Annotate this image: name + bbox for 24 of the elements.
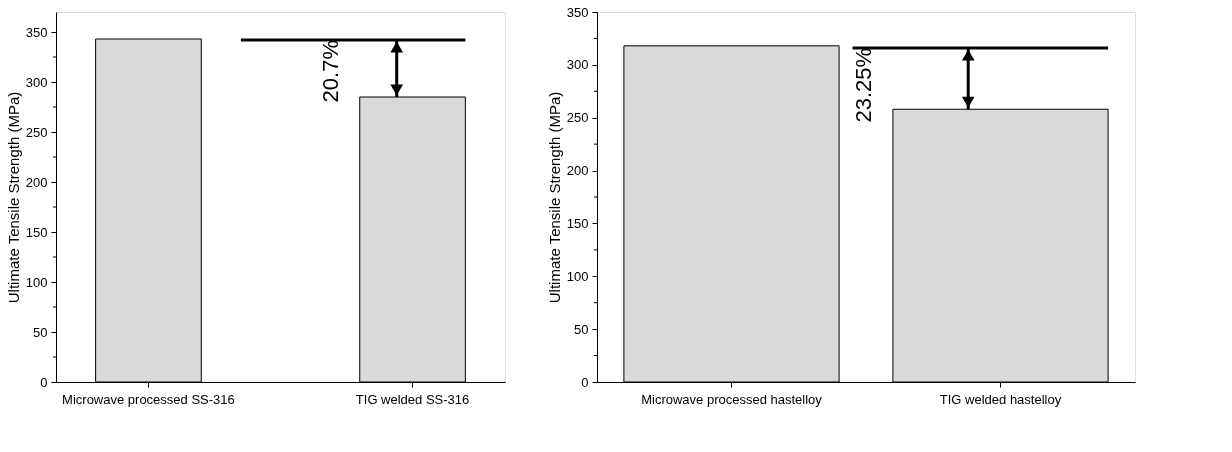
y-tick-label: 300 [566, 57, 589, 73]
y-tick-label: 350 [566, 4, 589, 20]
x-tick-label: Microwave processed hastelloy [641, 391, 823, 407]
y-tick-label: 200 [25, 174, 48, 190]
x-tick-label: TIG welded SS-316 [355, 391, 470, 407]
y-tick-label: 300 [25, 74, 48, 90]
y-tick-label: 250 [25, 124, 48, 140]
y-tick-label: 0 [581, 374, 589, 390]
y-axis-title: Ultimate Tensile Strength (MPa) [4, 91, 22, 304]
y-axis-title: Ultimate Tensile Strength (MPa) [545, 91, 563, 304]
y-tick-label: 0 [40, 374, 48, 390]
y-tick-label: 150 [25, 224, 48, 240]
y-tick-label: 100 [566, 268, 589, 284]
y-tick-label: 50 [574, 321, 589, 337]
y-tick-label: 100 [25, 274, 48, 290]
y-tick-label: 200 [566, 163, 589, 179]
annotation: 20.7% [317, 40, 343, 103]
x-tick-label: TIG welded hastelloy [939, 391, 1062, 407]
annotation: 23.25% [850, 47, 876, 123]
y-tick-label: 250 [566, 110, 589, 126]
y-tick-label: 350 [25, 24, 48, 40]
y-tick-label: 150 [566, 215, 589, 231]
y-tick-label: 50 [33, 324, 48, 340]
x-tick-label: Microwave processed SS-316 [62, 391, 235, 407]
